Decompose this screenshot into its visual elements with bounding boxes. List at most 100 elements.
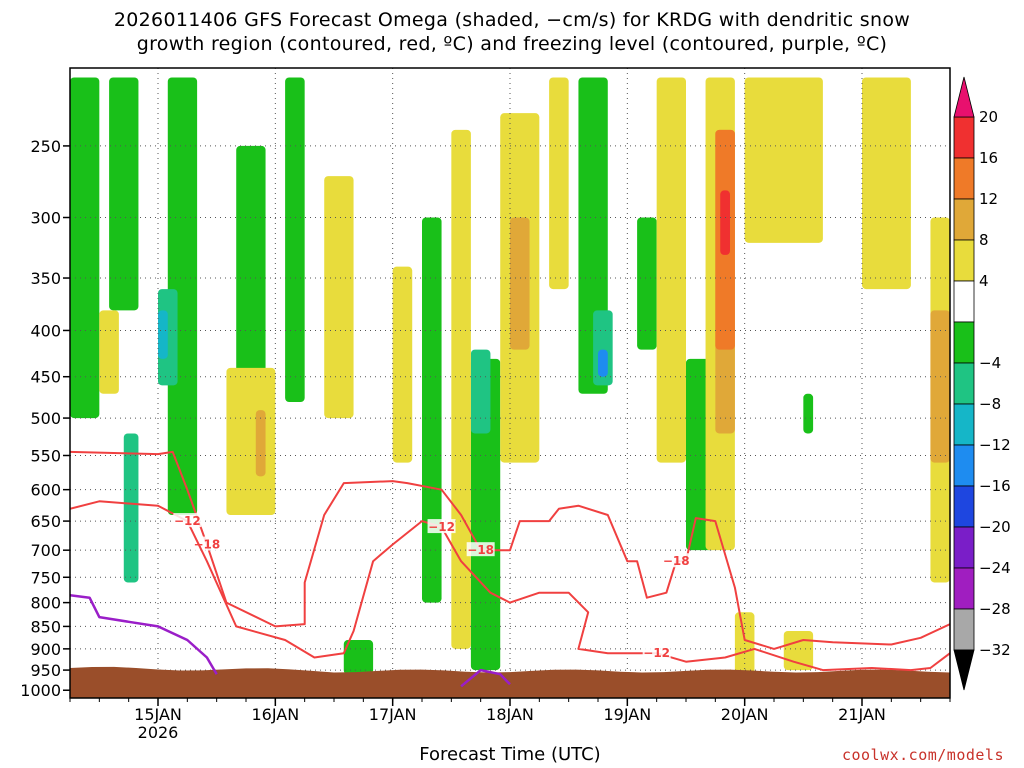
colorbar-label: −32	[979, 641, 1011, 659]
x-axis-title: Forecast Time (UTC)	[419, 744, 601, 765]
time-tick-label: 18JAN	[486, 705, 534, 724]
pressure-tick-label: 450	[30, 368, 61, 387]
colorbar-swatch	[953, 485, 975, 528]
omega-shaded-region	[226, 367, 276, 515]
colorbar-label: −28	[979, 600, 1011, 618]
contour-label-bg	[427, 519, 456, 534]
omega-shaded-region	[656, 77, 686, 463]
omega-shaded-region	[803, 393, 814, 434]
omega-shaded-region	[123, 433, 139, 583]
colorbar-label: 12	[979, 190, 998, 208]
terrain-surface	[70, 666, 950, 698]
pressure-tick-label: 800	[30, 594, 61, 613]
colorbar-top-arrow	[953, 76, 975, 118]
pressure-tick-label: 350	[30, 269, 61, 288]
omega-shaded-region	[70, 77, 100, 419]
colorbar-bottom-arrow	[953, 649, 975, 691]
contour-layer: −18 −18 −18 −12 −12 −12	[70, 450, 950, 688]
omega-shaded-region	[158, 310, 168, 359]
pressure-axis: 250 300 350 400 450 500 550 600 650 700 750 800 850 9…	[20, 137, 70, 700]
contour-label: −12	[174, 514, 201, 528]
pressure-tick-label: 400	[30, 321, 61, 340]
omega-shaded-region	[598, 349, 608, 377]
contour-label: −18	[194, 538, 221, 552]
colorbar-label: 16	[979, 149, 998, 167]
colorbar-label: 20	[979, 108, 998, 126]
omega-shaded-region	[549, 77, 569, 290]
freezing-level-line	[460, 668, 511, 688]
omega-shaded-region	[783, 631, 814, 671]
contour-label-bg	[642, 645, 671, 660]
pressure-tick-label: 950	[30, 661, 61, 680]
omega-shading-layer	[70, 77, 950, 675]
time-tick-label: 21JAN	[838, 705, 886, 724]
omega-shaded-region	[470, 349, 491, 434]
contour-label-bg	[466, 542, 495, 557]
colorbar-label: −4	[979, 354, 1001, 372]
time-tick-label: 20JAN	[721, 705, 769, 724]
omega-shaded-region	[392, 266, 413, 463]
colorbar-label: −8	[979, 395, 1001, 413]
pressure-tick-label: 1000	[20, 681, 61, 700]
colorbar-swatch	[953, 157, 975, 200]
colorbar-swatch	[953, 403, 975, 446]
dendritic-contour-line	[70, 500, 950, 672]
colorbar-swatch	[953, 444, 975, 487]
colorbar-swatch	[953, 116, 975, 159]
colorbar-swatch	[953, 362, 975, 405]
omega-shaded-region	[470, 358, 501, 671]
contour-label-bg	[173, 513, 202, 528]
colorbar-swatch	[953, 608, 975, 651]
contour-label: −12	[428, 520, 455, 534]
colorbar-swatch	[953, 280, 975, 323]
omega-shaded-region	[744, 77, 823, 243]
time-tick-label: 17JAN	[369, 705, 417, 724]
pressure-tick-label: 750	[30, 568, 61, 587]
dendritic-contour-line	[70, 450, 950, 650]
colorbar-label: −16	[979, 477, 1011, 495]
pressure-tick-label: 500	[30, 409, 61, 428]
pressure-tick-label: 700	[30, 541, 61, 560]
time-tick-label: 16JAN	[251, 705, 299, 724]
colorbar-swatch	[953, 239, 975, 282]
omega-shaded-region	[862, 77, 911, 290]
pressure-tick-label: 550	[30, 446, 61, 465]
contour-label: −12	[643, 646, 670, 660]
omega-shaded-region	[451, 129, 471, 649]
contour-label: −18	[663, 554, 690, 568]
chart-title-line-2: growth region (contoured, red, ºC) and f…	[136, 33, 888, 55]
colorbar-swatch	[953, 567, 975, 610]
omega-shaded-region	[324, 176, 354, 419]
omega-shaded-region	[422, 217, 442, 603]
omega-shaded-region	[255, 410, 266, 477]
omega-shaded-region	[930, 310, 950, 463]
pressure-tick-label: 850	[30, 617, 61, 636]
omega-shaded-region	[109, 77, 139, 311]
omega-shaded-region	[720, 190, 730, 255]
colorbar-swatch	[953, 321, 975, 364]
pressure-tick-label: 600	[30, 481, 61, 500]
omega-shaded-region	[510, 217, 530, 350]
omega-shaded-region	[285, 77, 305, 403]
colorbar-label: −20	[979, 518, 1011, 536]
pressure-tick-label: 250	[30, 137, 61, 156]
colorbar-label: 8	[979, 231, 989, 249]
colorbar-swatch	[953, 198, 975, 241]
time-tick-sublabel: 2026	[138, 723, 179, 742]
omega-shaded-region	[637, 217, 657, 350]
contour-label-bg	[662, 553, 691, 568]
colorbar-label: −24	[979, 559, 1011, 577]
time-tick-label: 19JAN	[603, 705, 651, 724]
contour-label: −18	[467, 543, 494, 557]
omega-colorbar: 20 16 12 8 4 −4 −8 −12 −16 −20 −24 −28 −32	[953, 76, 1011, 691]
colorbar-label: 4	[979, 272, 989, 290]
source-credit: coolwx.com/models	[841, 746, 1004, 764]
colorbar-label: −12	[979, 436, 1011, 454]
pressure-tick-label: 900	[30, 640, 61, 659]
time-tick-label: 15JAN	[134, 705, 182, 724]
chart-title-line-1: 2026011406 GFS Forecast Omega (shaded, −…	[113, 9, 911, 31]
pressure-tick-label: 300	[30, 209, 61, 228]
freezing-level-line	[70, 593, 218, 675]
